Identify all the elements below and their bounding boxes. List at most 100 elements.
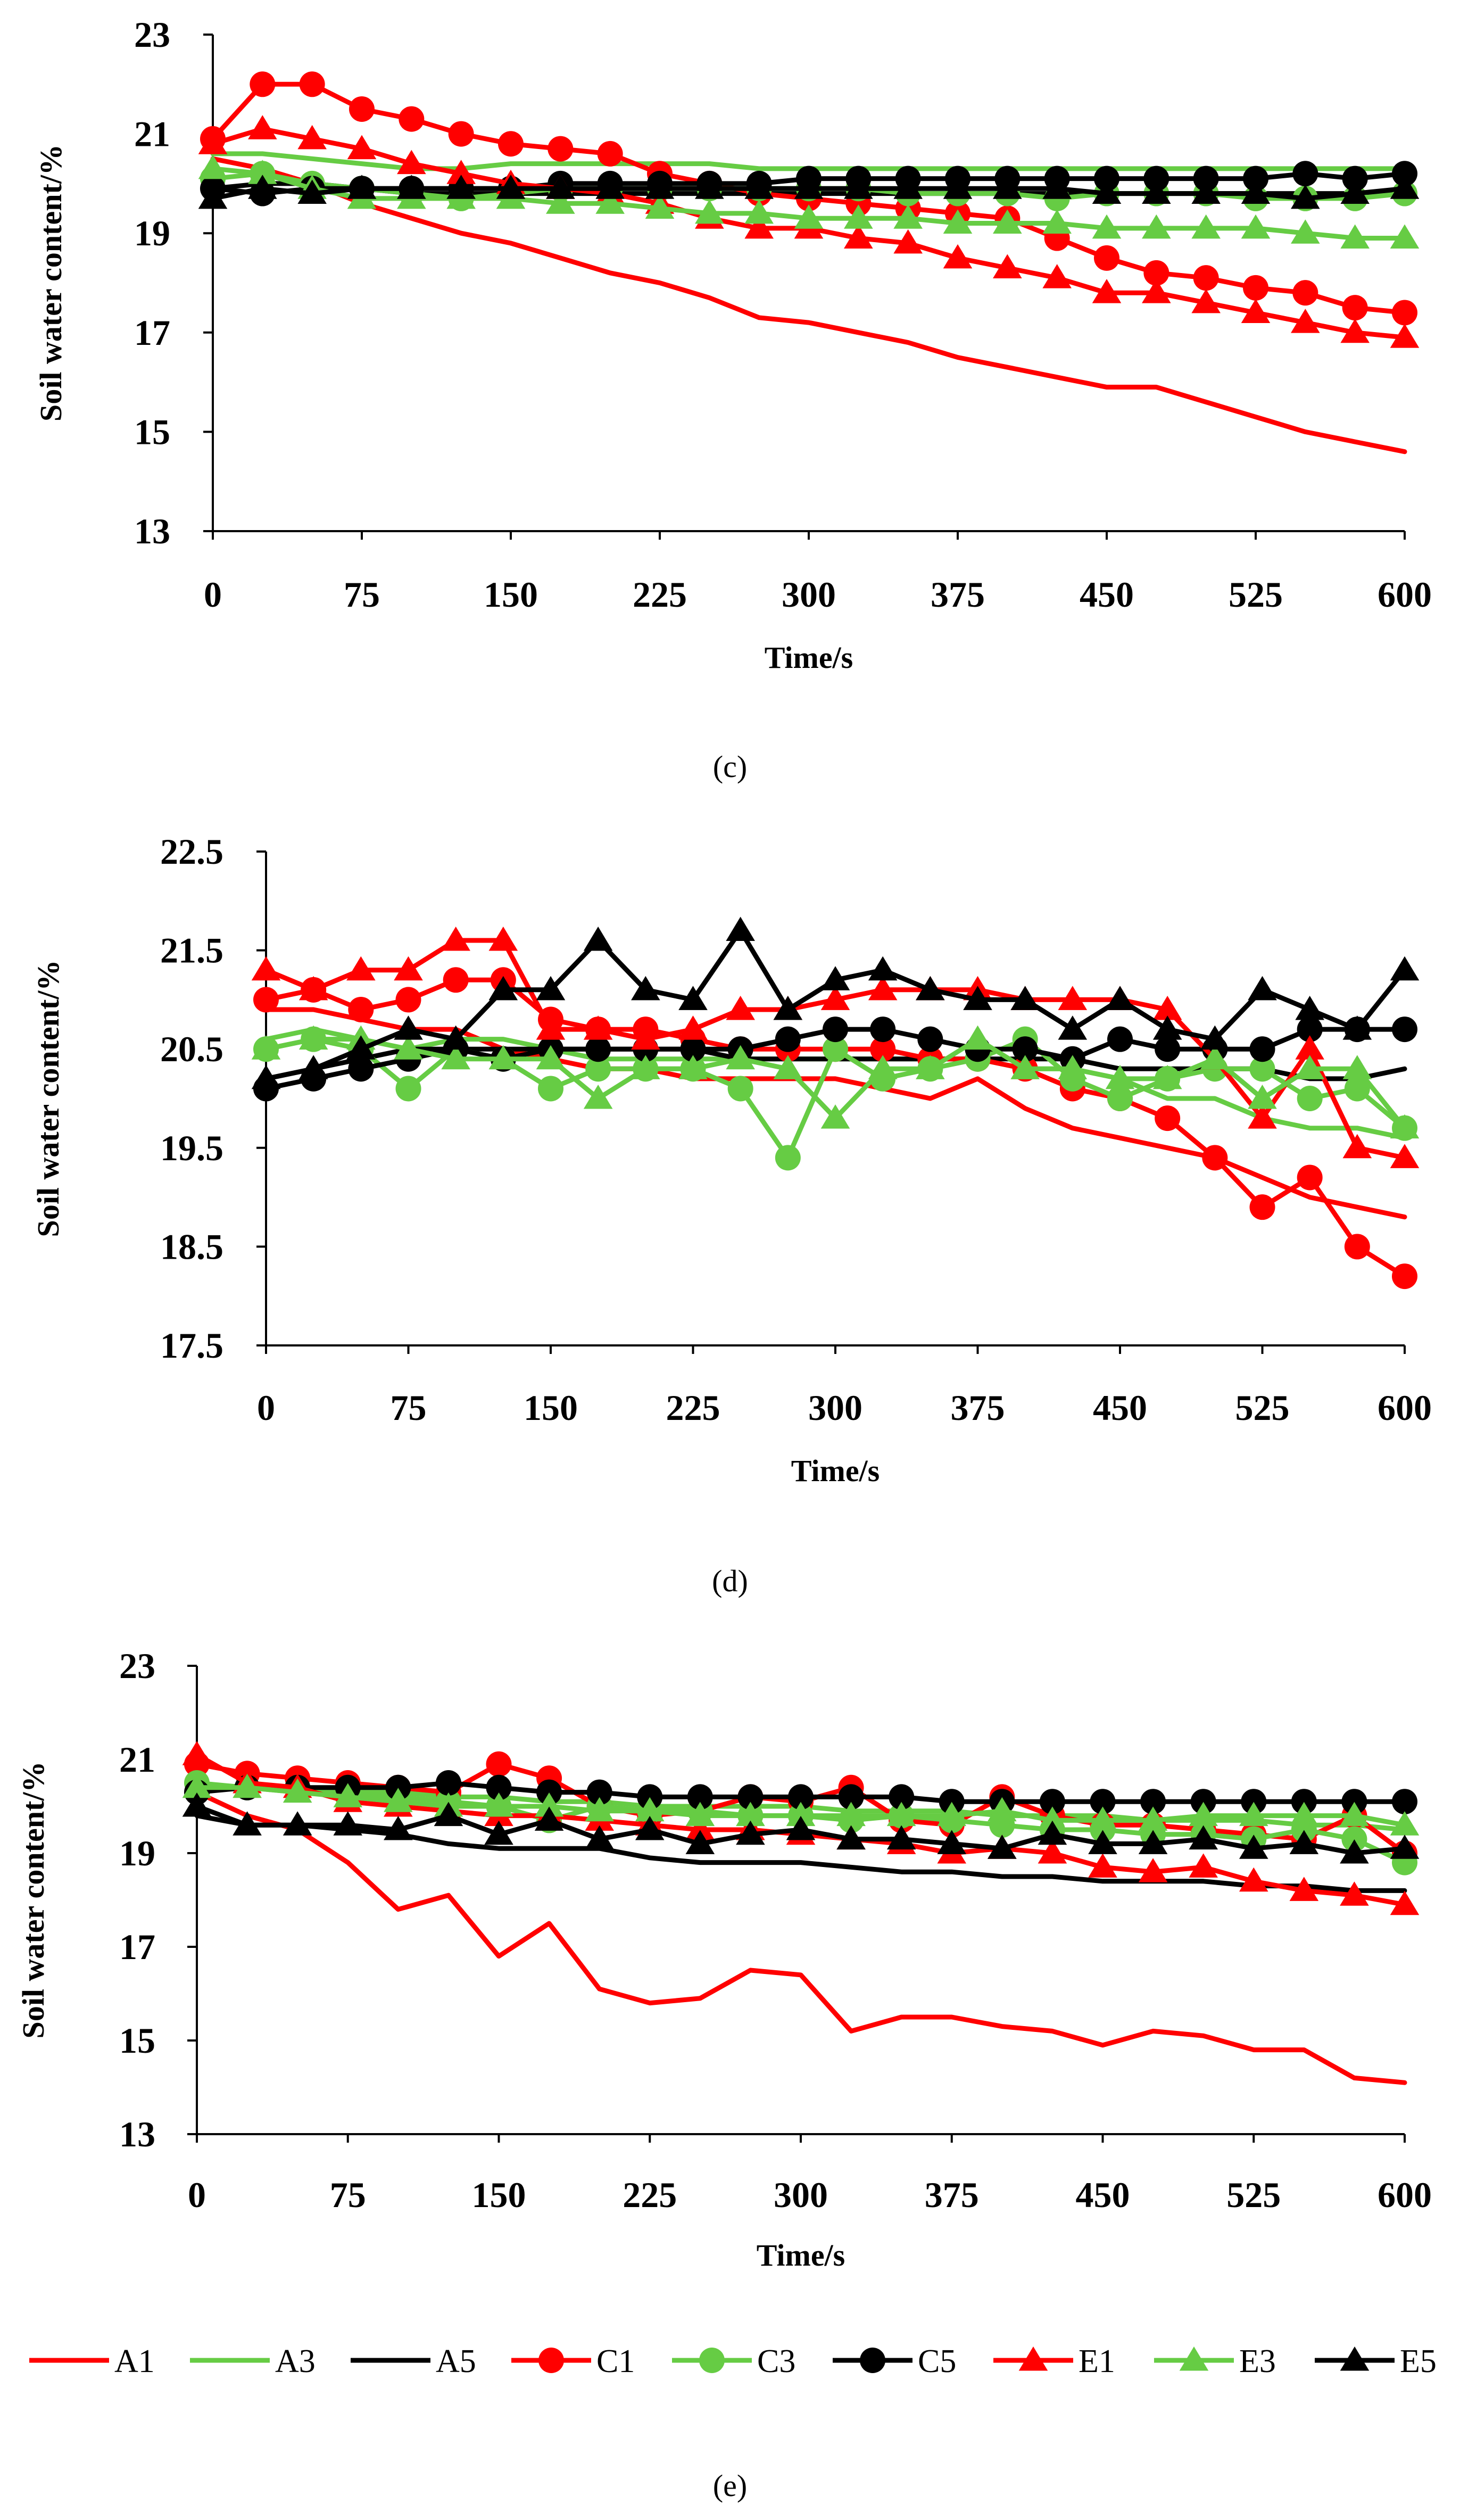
data-point-C1 [250,71,276,97]
data-point-E3 [1138,1806,1168,1831]
data-point-E1 [298,976,328,1001]
series-E5 [251,916,1420,1089]
data-point-C5 [1243,166,1268,192]
data-point-C5 [536,1779,562,1805]
data-point-E3 [635,1797,665,1822]
data-point-E3 [1088,1806,1117,1831]
x-tick-label: 600 [1378,1387,1432,1428]
data-point-E1 [868,976,898,1001]
data-point-E5 [585,1825,614,1850]
series-E5 [182,1792,1420,1864]
data-point-C5 [939,1789,965,1815]
data-point-C5 [870,1017,896,1043]
data-point-E5 [1390,956,1420,981]
data-point-E5 [297,179,327,204]
data-point-E3 [1042,209,1072,234]
data-point-E5 [773,995,803,1020]
y-tick-label: 19.5 [160,1128,223,1168]
data-point-C5 [1094,166,1119,192]
data-point-E3 [298,1025,328,1050]
data-point-C5 [1012,1036,1038,1062]
data-point-E5 [233,1811,262,1836]
data-point-C3 [1297,1086,1323,1111]
data-point-E5 [893,175,923,199]
chart-2: 13 15 17 19 21 23 0 75 150 225 300 375 450 525 600 Time… [16,1646,1432,2503]
data-point-C5 [1140,1789,1166,1815]
data-point-C1 [1243,275,1268,301]
data-point-E3 [1092,214,1122,239]
y-axis-title: Soil water content/% [16,1762,51,2039]
data-point-E1 [744,214,774,239]
x-tick-label: 225 [633,574,687,615]
data-point-C5 [1291,1789,1317,1815]
data-point-E3 [963,1025,992,1050]
legend-label: C3 [757,2343,795,2379]
y-tick-label: 19 [134,213,170,253]
x-tick-label: 225 [623,2175,677,2215]
data-point-C5 [823,1017,848,1043]
x-tick-label: 0 [188,2175,206,2215]
data-point-E3 [736,1802,765,1827]
data-point-E1 [685,1816,715,1840]
legend-marker [860,2348,885,2373]
data-point-C3 [823,1036,848,1062]
data-point-C1 [253,987,279,1013]
data-point-E1 [1058,986,1088,1010]
chart-1: 17.5 18.5 19.5 20.5 21.5 22.5 0 75 150 225 300 375 4… [31,831,1432,1598]
data-point-E3 [441,1045,470,1070]
data-point-C5 [585,1036,611,1062]
chart-0: 13 15 17 19 21 23 0 75 150 225 300 375 450 525 600 Time… [34,14,1432,784]
data-point-E5 [384,1816,413,1840]
data-point-C1 [486,1751,512,1777]
data-point-E3 [283,1778,312,1803]
data-point-C5 [1090,1789,1116,1815]
data-point-E1 [1390,1144,1420,1168]
data-point-C5 [348,1056,374,1082]
data-point-E3 [1390,1114,1420,1139]
data-point-E5 [1105,986,1135,1010]
data-point-E3 [844,204,873,229]
data-point-C1 [1155,1105,1181,1131]
data-point-E5 [1390,175,1420,199]
legend-item-E3: E3 [1154,2343,1276,2379]
data-point-C1 [1297,1164,1323,1191]
data-point-E3 [1340,224,1370,249]
data-point-E3 [1010,1055,1040,1079]
x-axis-title: Time/s [757,2238,845,2273]
y-tick-label: 17 [119,1927,155,1967]
data-point-E1 [1340,1881,1369,1906]
data-point-E1 [251,956,281,981]
data-point-E5 [1289,1830,1319,1854]
data-point-E3 [893,204,923,229]
data-point-E3 [1239,1802,1268,1827]
legend-marker [699,2348,725,2373]
data-point-E5 [1138,1830,1168,1854]
data-point-E1 [1191,288,1221,313]
data-point-E3 [988,1797,1017,1822]
legend-marker [538,2348,564,2373]
data-point-E1 [394,956,423,981]
data-point-E3 [1189,1802,1218,1827]
legend: A1 A3 A5 C1 C3 C5 E1 E3 E5 [29,2343,1437,2379]
x-tick-label: 0 [257,1387,275,1428]
data-point-E5 [1152,1015,1182,1040]
data-point-C5 [637,1784,663,1810]
data-point-E5 [836,1825,866,1850]
legend-marker [1018,2347,1048,2371]
data-point-C5 [1193,166,1219,192]
data-point-E5 [1058,1015,1088,1040]
data-point-C3 [1107,1086,1133,1111]
x-tick-label: 225 [666,1387,720,1428]
data-point-E5 [1248,976,1277,1001]
legend-label: E1 [1079,2343,1115,2379]
data-point-C3 [1249,1056,1275,1082]
data-point-E1 [1342,1134,1372,1159]
x-tick-label: 75 [391,1387,427,1428]
data-point-E1 [1092,279,1122,303]
data-point-E5 [434,1802,463,1827]
series-A1 [194,1790,1407,2085]
data-point-E1 [441,927,470,951]
data-point-E3 [1058,1055,1088,1079]
legend-item-C1: C1 [511,2343,635,2379]
data-point-E3 [536,1045,566,1070]
